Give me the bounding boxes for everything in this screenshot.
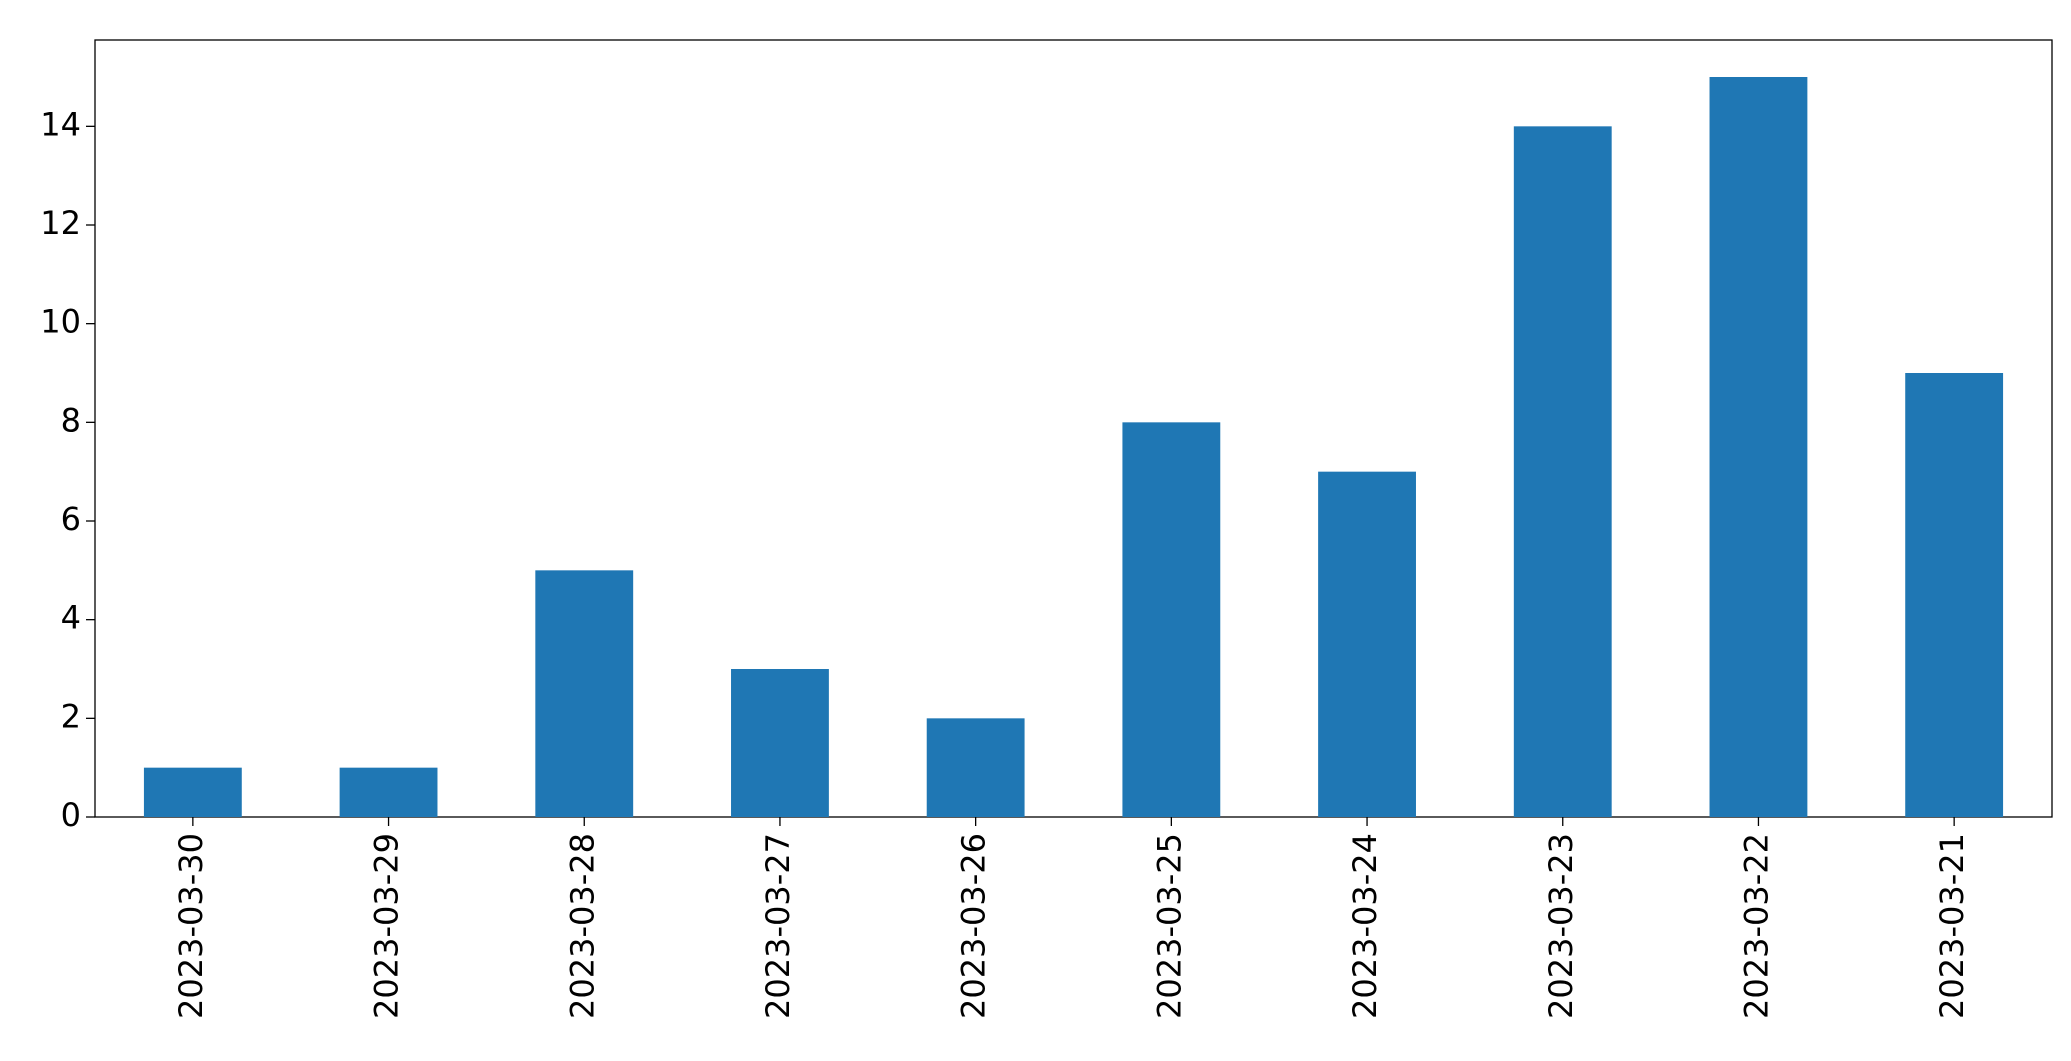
plot-frame: [94, 39, 2053, 818]
y-tick-label: 4: [61, 599, 81, 637]
y-tick-label: 8: [61, 401, 81, 439]
bar: [1709, 77, 1808, 817]
x-tick-label: 2023-03-28: [563, 833, 601, 1019]
bar: [926, 718, 1025, 817]
y-tick-label: 10: [40, 303, 81, 341]
bar: [535, 570, 634, 817]
x-tick-label: 2023-03-21: [1933, 833, 1971, 1019]
x-tick-label: 2023-03-26: [955, 833, 993, 1019]
x-tick-label: 2023-03-29: [368, 833, 406, 1019]
y-tick-label: 6: [61, 500, 81, 538]
y-tick-label: 14: [40, 105, 81, 143]
y-tick-label: 2: [61, 697, 81, 735]
bar: [731, 669, 829, 817]
x-tick-label: 2023-03-25: [1150, 833, 1188, 1019]
x-tick-label: 2023-03-24: [1346, 833, 1384, 1019]
x-tick-label: 2023-03-30: [172, 833, 210, 1019]
x-tick-label: 2023-03-27: [759, 833, 797, 1019]
bar: [1513, 126, 1612, 818]
x-tick-label: 2023-03-22: [1737, 833, 1775, 1019]
bar: [339, 767, 438, 817]
y-tick-label: 0: [61, 796, 81, 834]
x-tick-label: 2023-03-23: [1542, 833, 1580, 1019]
y-tick-label: 12: [40, 204, 81, 242]
bar: [1905, 373, 2004, 817]
bar: [1318, 471, 1416, 817]
bar: [1122, 422, 1221, 817]
bar: [143, 767, 242, 817]
